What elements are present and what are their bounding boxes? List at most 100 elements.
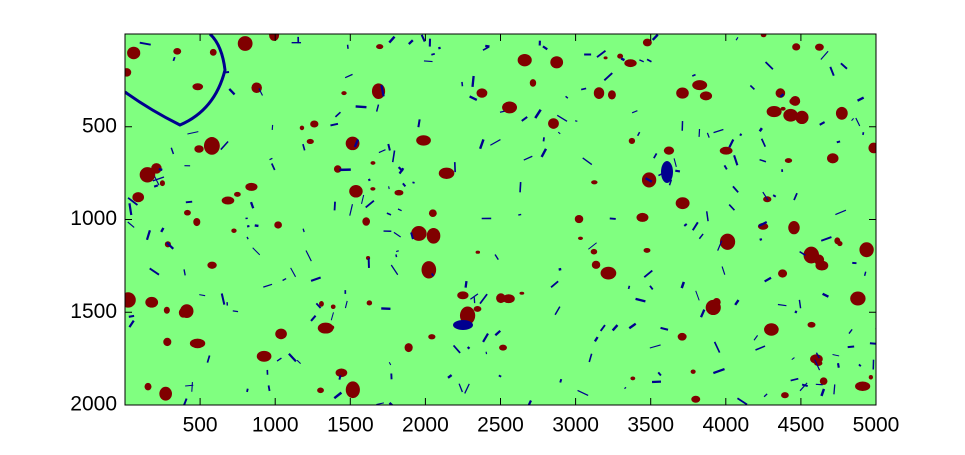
blue-region bbox=[603, 72, 613, 82]
blue-region bbox=[471, 75, 475, 87]
blue-region bbox=[550, 280, 559, 289]
blue-region bbox=[582, 157, 593, 166]
blue-region bbox=[390, 264, 399, 276]
blue-region bbox=[315, 302, 322, 309]
blue-region bbox=[290, 267, 297, 278]
blue-region bbox=[580, 87, 587, 91]
blue-region bbox=[310, 314, 317, 322]
blue-region bbox=[482, 46, 489, 51]
blue-region bbox=[349, 204, 354, 216]
blue-region bbox=[829, 66, 835, 77]
red-region bbox=[335, 368, 348, 378]
red-region bbox=[370, 187, 376, 191]
blue-region bbox=[523, 155, 533, 161]
blue-region bbox=[653, 153, 658, 159]
blue-region bbox=[397, 208, 402, 212]
red-region bbox=[178, 307, 188, 318]
red-region bbox=[173, 47, 182, 55]
blue-region bbox=[798, 299, 802, 309]
red-region bbox=[643, 247, 651, 253]
blue-region bbox=[668, 179, 673, 186]
blue-region bbox=[855, 117, 861, 127]
blue-region bbox=[758, 221, 768, 227]
blue-boundary bbox=[125, 34, 227, 127]
blue-region bbox=[494, 329, 502, 337]
blue-region bbox=[840, 62, 848, 70]
blue-region bbox=[764, 276, 772, 283]
blue-region bbox=[361, 194, 365, 205]
blue-region bbox=[577, 389, 589, 397]
blue-region bbox=[127, 197, 138, 206]
blue-region bbox=[753, 335, 759, 341]
red-region bbox=[591, 260, 601, 269]
blue-region bbox=[282, 277, 287, 282]
blue-region bbox=[593, 336, 599, 343]
red-region bbox=[780, 106, 786, 111]
red-region bbox=[366, 300, 373, 306]
red-region bbox=[827, 153, 839, 164]
red-region bbox=[127, 46, 141, 60]
blue-region bbox=[815, 352, 820, 359]
blue-region bbox=[749, 84, 755, 90]
blue-region bbox=[627, 285, 631, 290]
red-region bbox=[591, 180, 598, 185]
red-region bbox=[341, 91, 347, 96]
blue-region bbox=[270, 163, 276, 171]
red-region bbox=[310, 120, 319, 128]
blue-region bbox=[858, 363, 862, 367]
blue-region bbox=[851, 117, 855, 122]
red-region bbox=[428, 209, 437, 218]
blue-region bbox=[657, 371, 662, 377]
blue-region bbox=[388, 35, 396, 44]
blue-region bbox=[643, 269, 653, 278]
blue-region bbox=[380, 84, 385, 97]
blue-region bbox=[395, 254, 398, 258]
red-region bbox=[676, 87, 689, 99]
red-region bbox=[404, 343, 413, 353]
blue-region bbox=[698, 233, 704, 240]
red-region bbox=[306, 138, 314, 145]
blue-region bbox=[777, 303, 787, 307]
blue-region bbox=[683, 223, 688, 227]
blue-region bbox=[646, 58, 652, 63]
blue-region bbox=[713, 341, 721, 353]
red-region bbox=[810, 354, 823, 364]
red-region bbox=[299, 125, 305, 131]
blue-region bbox=[728, 139, 735, 148]
blue-region bbox=[296, 359, 302, 365]
blue-region bbox=[644, 177, 653, 183]
blue-region bbox=[220, 140, 229, 151]
red-region bbox=[394, 189, 404, 196]
red-region bbox=[790, 95, 801, 106]
blue-region bbox=[542, 45, 548, 51]
blue-region bbox=[599, 324, 606, 332]
blue-region bbox=[305, 250, 312, 262]
blue-region bbox=[423, 60, 433, 63]
red-region bbox=[411, 226, 427, 241]
blue-region bbox=[246, 236, 249, 240]
blue-region bbox=[758, 127, 763, 133]
blue-region bbox=[732, 185, 739, 193]
red-region bbox=[426, 227, 441, 244]
red-region bbox=[834, 237, 841, 245]
red-region bbox=[370, 161, 376, 165]
blue-region bbox=[246, 388, 249, 393]
red-region bbox=[209, 48, 217, 56]
blue-region bbox=[469, 95, 478, 101]
blue-region bbox=[820, 236, 832, 242]
red-region bbox=[590, 248, 598, 255]
blue-region bbox=[673, 158, 677, 168]
blue-region bbox=[559, 378, 563, 383]
red-region bbox=[194, 145, 204, 153]
blue-region bbox=[819, 121, 826, 126]
blue-region bbox=[793, 192, 798, 201]
blue-region bbox=[735, 36, 739, 41]
blue-region bbox=[518, 213, 522, 216]
red-region bbox=[529, 79, 537, 87]
blue-region bbox=[791, 357, 795, 361]
red-region bbox=[815, 43, 824, 51]
blue-region bbox=[464, 281, 468, 288]
blue-region bbox=[447, 374, 453, 379]
red-region bbox=[784, 158, 793, 164]
